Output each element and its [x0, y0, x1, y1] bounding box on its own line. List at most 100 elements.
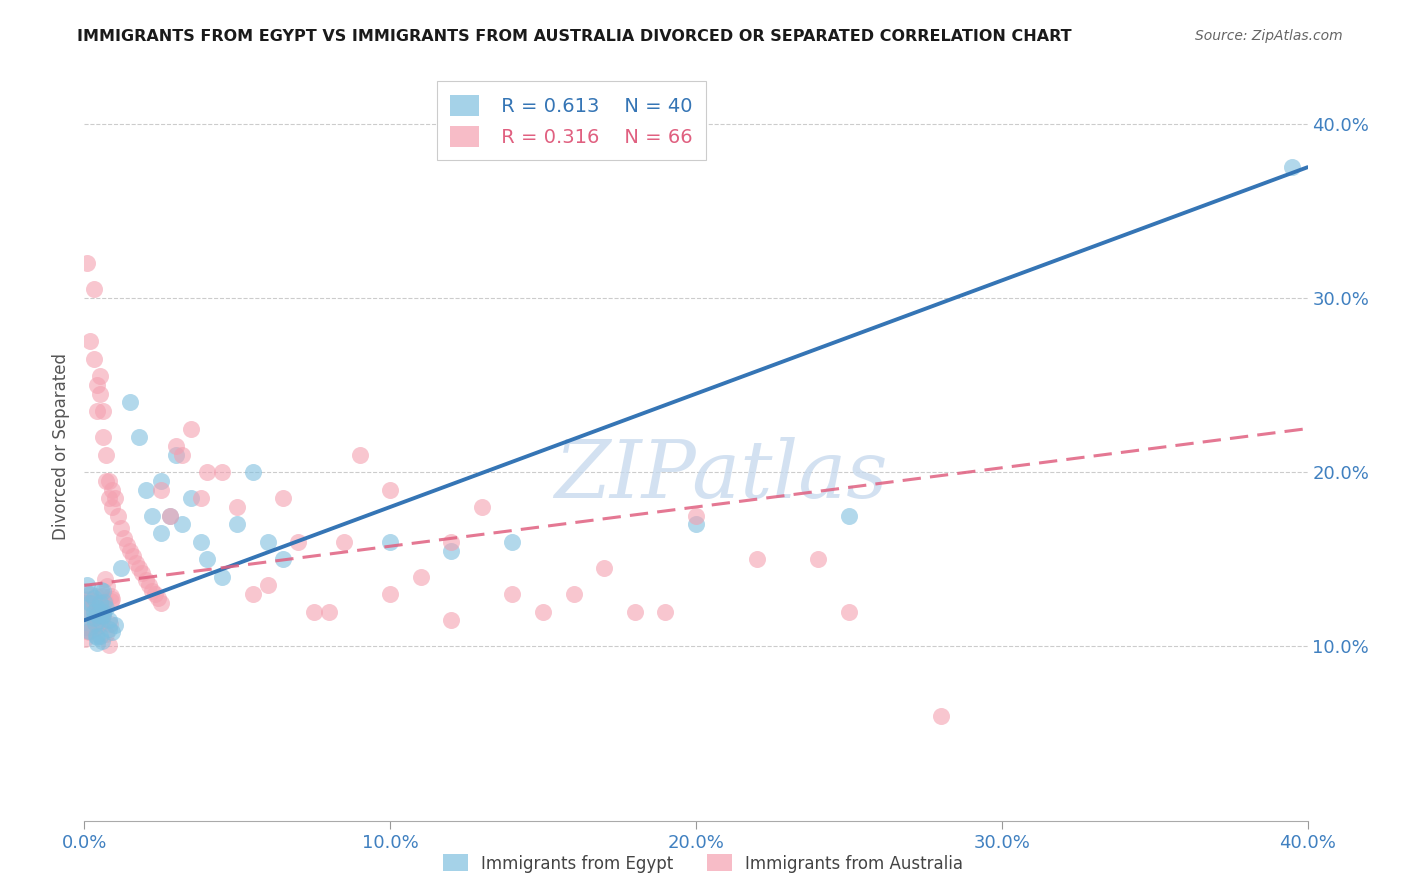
Point — [86, 378, 108, 392]
Point — [226, 500, 249, 514]
Point — [242, 587, 264, 601]
Point — [172, 448, 194, 462]
Point — [94, 594, 117, 608]
Point — [318, 605, 340, 619]
Point — [242, 465, 264, 479]
Legend:  R = 0.613    N = 40,  R = 0.316    N = 66: R = 0.613 N = 40, R = 0.316 N = 66 — [437, 81, 706, 161]
Point — [90, 608, 112, 623]
Point — [747, 552, 769, 566]
Point — [91, 605, 114, 619]
Point — [79, 625, 101, 640]
Text: IMMIGRANTS FROM EGYPT VS IMMIGRANTS FROM AUSTRALIA DIVORCED OR SEPARATED CORRELA: IMMIGRANTS FROM EGYPT VS IMMIGRANTS FROM… — [77, 29, 1071, 44]
Point — [110, 561, 132, 575]
Point — [440, 534, 463, 549]
Point — [257, 578, 280, 592]
Point — [685, 517, 707, 532]
Point — [86, 404, 108, 418]
Point — [190, 534, 212, 549]
Text: Source: ZipAtlas.com: Source: ZipAtlas.com — [1195, 29, 1343, 43]
Point — [76, 607, 98, 622]
Point — [141, 583, 163, 598]
Point — [211, 570, 233, 584]
Point — [349, 448, 371, 462]
Point — [654, 605, 676, 619]
Point — [120, 395, 142, 409]
Point — [107, 508, 129, 523]
Point — [101, 500, 124, 514]
Point — [73, 632, 96, 646]
Point — [149, 526, 172, 541]
Point — [89, 598, 111, 612]
Point — [94, 627, 117, 641]
Legend: Immigrants from Egypt, Immigrants from Australia: Immigrants from Egypt, Immigrants from A… — [436, 847, 970, 880]
Point — [120, 543, 142, 558]
Point — [76, 607, 98, 622]
Y-axis label: Divorced or Separated: Divorced or Separated — [52, 352, 70, 540]
Point — [79, 587, 101, 601]
Point — [97, 613, 120, 627]
Point — [104, 618, 127, 632]
Point — [83, 351, 105, 366]
Point — [86, 636, 108, 650]
Point — [380, 587, 402, 601]
Point — [90, 582, 112, 597]
Point — [440, 613, 463, 627]
Point — [101, 625, 124, 640]
Point — [91, 607, 114, 622]
Point — [149, 596, 172, 610]
Point — [929, 709, 952, 723]
Point — [94, 474, 117, 488]
Point — [180, 421, 202, 435]
Point — [83, 616, 105, 631]
Point — [128, 561, 150, 575]
Point — [138, 578, 160, 592]
Point — [104, 491, 127, 506]
Point — [77, 624, 100, 638]
Point — [101, 483, 124, 497]
Point — [91, 430, 114, 444]
Point — [226, 517, 249, 532]
Point — [91, 590, 114, 604]
Point — [93, 595, 115, 609]
Point — [89, 613, 111, 627]
Point — [86, 630, 108, 644]
Point — [94, 573, 117, 587]
Point — [91, 583, 114, 598]
Point — [593, 561, 616, 575]
Point — [89, 596, 111, 610]
Point — [110, 521, 132, 535]
Point — [190, 491, 212, 506]
Point — [91, 404, 114, 418]
Point — [380, 534, 402, 549]
Point — [86, 589, 108, 603]
Point — [86, 616, 108, 631]
Point — [302, 605, 325, 619]
Point — [100, 589, 122, 603]
Point — [89, 628, 111, 642]
Point — [440, 543, 463, 558]
Point — [89, 386, 111, 401]
Point — [128, 430, 150, 444]
Point — [159, 508, 181, 523]
Point — [807, 552, 830, 566]
Point — [257, 534, 280, 549]
Point — [125, 556, 148, 570]
Point — [271, 491, 294, 506]
Point — [90, 633, 112, 648]
Point — [135, 573, 157, 587]
Point — [79, 334, 101, 349]
Point — [98, 638, 121, 652]
Point — [97, 491, 120, 506]
Point — [838, 508, 860, 523]
Point — [165, 439, 187, 453]
Point — [98, 617, 121, 632]
Point — [624, 605, 647, 619]
Point — [83, 605, 105, 619]
Point — [165, 448, 187, 462]
Point — [86, 607, 108, 622]
Point — [83, 282, 105, 296]
Point — [149, 483, 172, 497]
Point — [838, 605, 860, 619]
Point — [96, 578, 118, 592]
Point — [685, 508, 707, 523]
